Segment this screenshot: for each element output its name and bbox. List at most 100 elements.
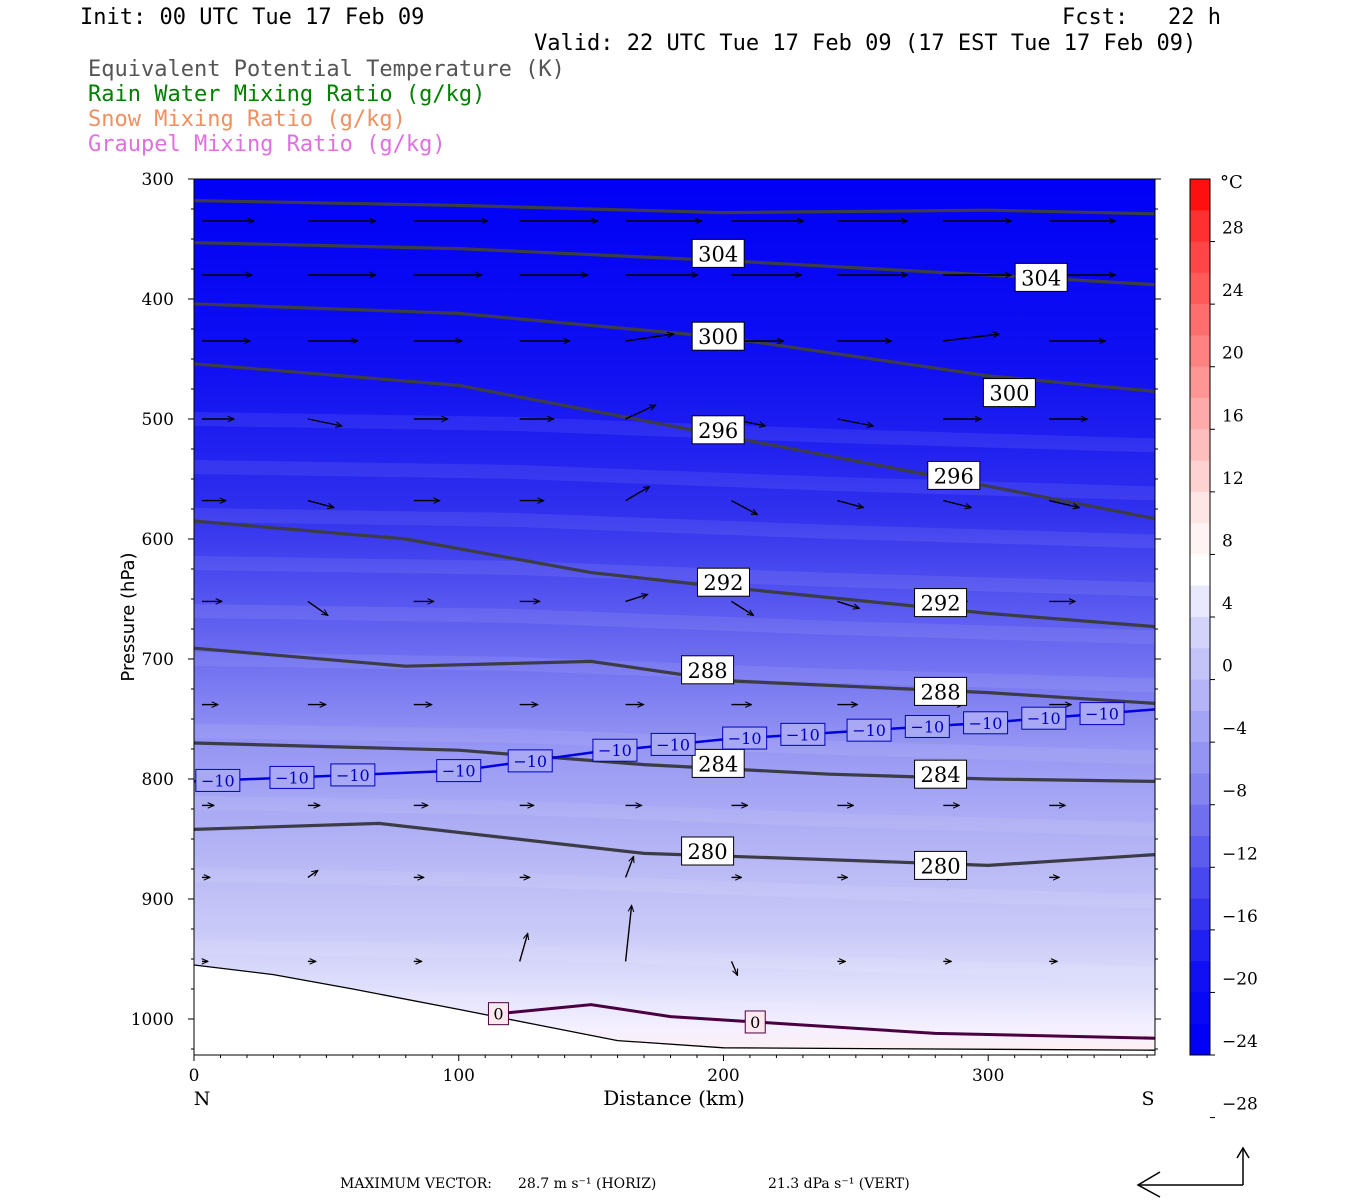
isotherm-minus10-label: −10 xyxy=(201,771,235,790)
colorbar-tick-label: −8 xyxy=(1222,782,1247,802)
colorbar-tick-label: 0 xyxy=(1222,657,1233,677)
colorbar-swatch xyxy=(1190,179,1210,211)
wind-vector xyxy=(625,594,648,603)
theta-e-label: 284 xyxy=(921,763,961,787)
colorbar-swatch xyxy=(1190,523,1210,555)
theta-e-contour xyxy=(194,519,1155,629)
max-vector-vert: 21.3 dPa s⁻¹ (VERT) xyxy=(768,1176,910,1192)
field-label-theta-e: Equivalent Potential Temperature (K) xyxy=(88,57,565,82)
isotherm-zero-label: 0 xyxy=(750,1013,760,1032)
theta-e-label-box xyxy=(696,567,750,597)
shading-band xyxy=(194,508,1155,549)
colorbar-swatch xyxy=(1190,429,1210,462)
isotherm-minus10-label-box xyxy=(1079,702,1125,726)
y-tick-label: 1000 xyxy=(131,1010,174,1030)
wind-vector xyxy=(307,870,318,878)
colorbar-tick-label: −28 xyxy=(1222,1095,1258,1115)
wind-vector xyxy=(730,961,739,975)
theta-e-label: 300 xyxy=(698,325,738,349)
shading-band xyxy=(194,796,1155,837)
theta-e-label-box xyxy=(982,378,1036,408)
colorbar-swatch xyxy=(1190,304,1210,336)
colorbar-swatch xyxy=(1190,710,1210,743)
wind-vector xyxy=(837,418,873,426)
colorbar-swatch xyxy=(1190,272,1210,305)
shading-band xyxy=(194,868,1155,909)
theta-e-label: 292 xyxy=(703,571,743,595)
field-label-graupel: Graupel Mixing Ratio (g/kg) xyxy=(88,132,446,157)
theta-e-label-box xyxy=(1014,262,1068,292)
isotherm-minus10-label: −10 xyxy=(910,717,944,736)
colorbar-swatch xyxy=(1190,460,1210,493)
max-vector-label: MAXIMUM VECTOR: xyxy=(340,1176,492,1192)
theta-e-label-box xyxy=(914,759,968,789)
wind-vector xyxy=(731,600,754,615)
isotherm-zero-label-box xyxy=(744,1010,766,1034)
theta-e-label: 292 xyxy=(921,592,961,616)
colorbar-tick-label: −16 xyxy=(1222,907,1258,927)
colorbar-swatch xyxy=(1190,366,1210,399)
colorbar-swatch xyxy=(1190,241,1210,274)
max-vector-legend-arrows xyxy=(1136,1146,1250,1198)
colorbar-swatch xyxy=(1190,992,1210,1025)
x-axis-label: Distance (km) xyxy=(603,1086,745,1110)
colorbar-swatch xyxy=(1190,398,1210,430)
theta-e-label-box xyxy=(691,415,745,445)
isotherm-minus10-label-box xyxy=(904,714,950,738)
colorbar-swatch xyxy=(1190,961,1210,993)
colorbar-tick-label: −24 xyxy=(1222,1032,1258,1052)
theta-e-label: 284 xyxy=(698,752,738,776)
shading-band xyxy=(194,412,1155,453)
y-tick-label: 800 xyxy=(142,770,174,790)
theta-e-label-box xyxy=(914,588,968,618)
theta-e-label-box xyxy=(691,748,745,778)
colorbar-tick-label: 16 xyxy=(1222,406,1244,426)
wind-vector xyxy=(837,600,859,608)
wind-vector xyxy=(625,404,656,420)
theta-e-label: 288 xyxy=(688,659,728,683)
x-tick-label: 300 xyxy=(972,1066,1004,1086)
isotherm-minus10-label: −10 xyxy=(1027,709,1061,728)
colorbar-tick-label: 20 xyxy=(1222,344,1244,364)
wind-vector xyxy=(625,334,674,342)
y-tick-label: 600 xyxy=(142,530,174,550)
isotherm-minus10-label: −10 xyxy=(656,735,690,754)
y-tick-label: 400 xyxy=(142,290,174,310)
theta-e-label: 304 xyxy=(698,242,738,266)
isotherm-minus10-label: −10 xyxy=(786,725,820,744)
temperature-colorbar: 28 24 20 16 12 8 4 0 −4 −8 −12 −16 −20 −24 −28 xyxy=(1189,178,1258,1119)
isotherm-minus10-label-box xyxy=(507,749,553,773)
theta-e-contour xyxy=(194,199,1155,216)
colorbar-tick-label: 24 xyxy=(1222,281,1244,301)
colorbar-swatch xyxy=(1190,742,1210,774)
y-tick-label: 900 xyxy=(142,890,174,910)
colorbar-tick-label: 8 xyxy=(1222,531,1233,551)
isotherm-minus10-label: −10 xyxy=(728,729,762,748)
x-tick-label: 200 xyxy=(707,1066,739,1086)
isotherm-zero-label-box xyxy=(487,1002,509,1026)
colorbar-tick-label: −20 xyxy=(1222,969,1258,989)
y-tick-label: 700 xyxy=(142,650,174,670)
colorbar-swatch xyxy=(1190,898,1210,931)
colorbar-swatch xyxy=(1190,804,1210,837)
theta-e-label-box xyxy=(914,676,968,706)
isotherm-minus10-label: −10 xyxy=(442,762,476,781)
colorbar-swatch xyxy=(1190,773,1210,806)
wind-vector xyxy=(307,418,342,426)
isotherm-minus10-label-box xyxy=(846,718,892,742)
theta-e-label: 288 xyxy=(921,680,961,704)
colorbar-swatch xyxy=(1190,210,1210,243)
isotherm-minus10-label: −10 xyxy=(598,741,632,760)
theta-e-contour xyxy=(194,646,1155,705)
wind-vector xyxy=(731,499,758,516)
isotherm-minus10-label-box xyxy=(436,759,482,783)
colorbar-tick-label: 28 xyxy=(1222,219,1244,239)
isotherm-minus10-label: −10 xyxy=(513,752,547,771)
colorbar-swatch xyxy=(1190,679,1210,712)
theta-e-label: 280 xyxy=(688,840,728,864)
wind-vector xyxy=(624,905,632,962)
wind-vector xyxy=(837,499,863,508)
colorbar-swatch xyxy=(1190,335,1210,368)
y-axis-label: Pressure (hPa) xyxy=(118,552,139,681)
